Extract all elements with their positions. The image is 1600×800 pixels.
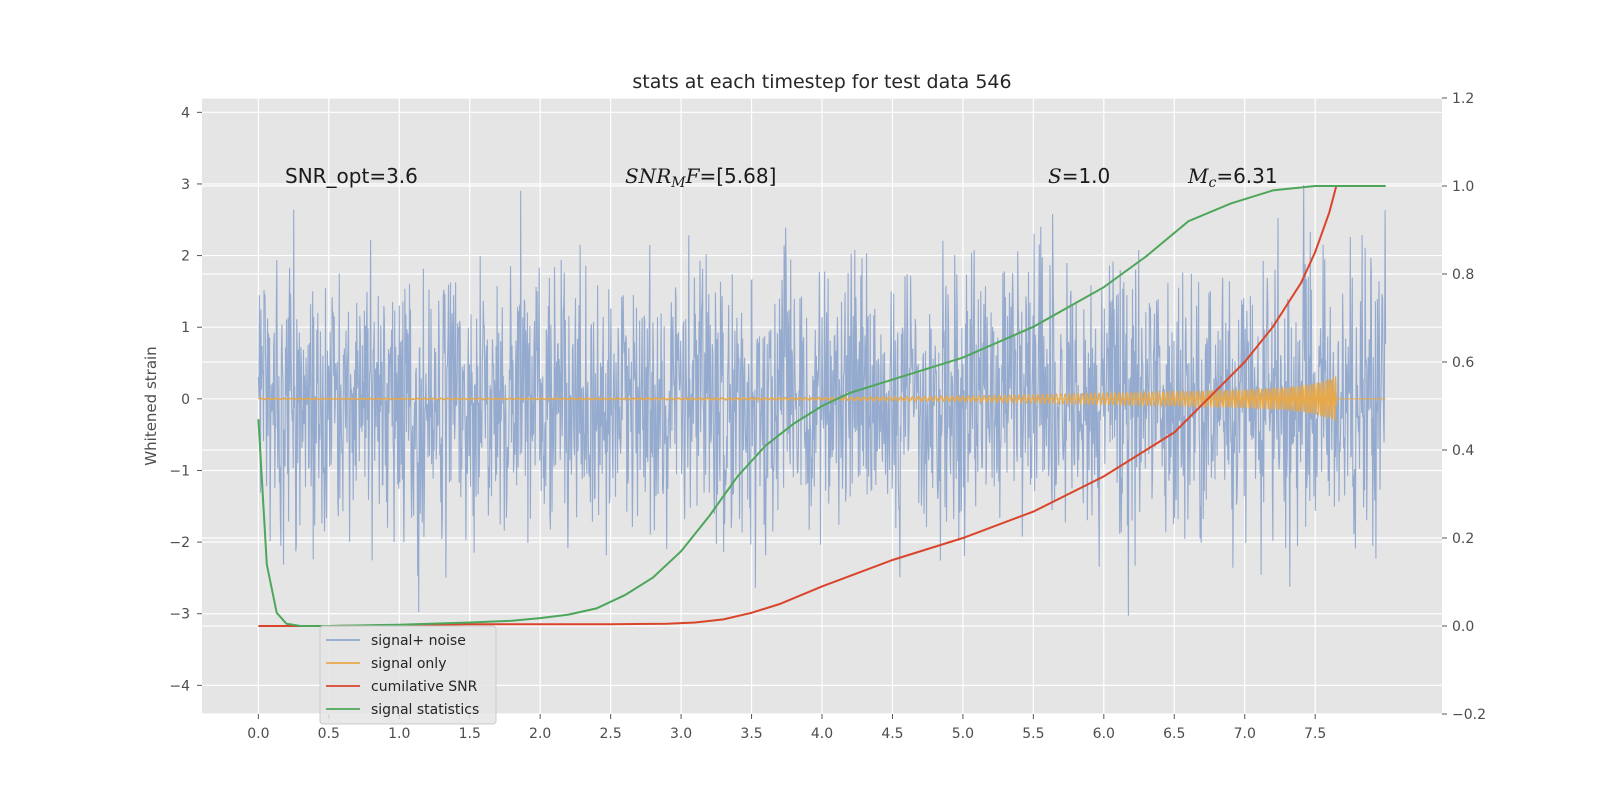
y-tick-label-left: −3: [169, 607, 190, 623]
legend: signal+ noise signal only cumilative SNR…: [319, 625, 497, 725]
legend-label-signal-statistics: signal statistics: [371, 702, 479, 718]
x-tick-label: 0.0: [247, 726, 269, 742]
y-tick-label-left: 2: [181, 249, 190, 265]
legend-box: [319, 625, 497, 725]
y-tick-label-right: 0.4: [1452, 443, 1474, 459]
annotation-snr-opt: SNR_opt=3.6: [285, 164, 418, 188]
annotation-mc-value: =6.31: [1216, 164, 1277, 188]
legend-label-signal-noise: signal+ noise: [371, 633, 466, 649]
annotation-mc-sub: c: [1208, 175, 1216, 191]
y-tick-label-right: 1.2: [1452, 91, 1474, 107]
x-tick-label: 0.5: [318, 726, 340, 742]
x-tick-label: 7.0: [1234, 726, 1256, 742]
annotation-snr-mf-sub: M: [670, 175, 686, 191]
y-tick-label-right: 1.0: [1452, 179, 1474, 195]
axis-ticks: 0.0 0.5 1.0 1.5 2.0 2.5 3.0 3.5 4.0 4.5 5.0 5.5 6.0 6…: [169, 91, 1486, 742]
y-tick-label-left: −2: [169, 535, 190, 551]
x-tick-label: 6.5: [1163, 726, 1185, 742]
x-tick-label: 1.5: [459, 726, 481, 742]
annotation-s-value: =1.0: [1062, 164, 1111, 188]
annotations: SNR_opt=3.6 SNRMF=[5.68] S=1.0 Mc=6.31: [285, 164, 1278, 191]
y-tick-label-left: −4: [169, 678, 190, 694]
x-tick-label: 5.0: [952, 726, 974, 742]
annotation-mc: Mc=6.31: [1187, 164, 1278, 191]
y-tick-label-right: −0.2: [1452, 707, 1486, 723]
annotation-s: S=1.0: [1048, 164, 1110, 188]
x-tick-label: 7.5: [1304, 726, 1326, 742]
y-tick-label-right: 0.6: [1452, 355, 1474, 371]
annotation-s-var: S: [1048, 164, 1062, 188]
y-tick-label-right: 0.0: [1452, 619, 1474, 635]
x-tick-label: 5.5: [1022, 726, 1044, 742]
x-tick-label: 1.0: [388, 726, 410, 742]
y-tick-label-left: −1: [169, 463, 190, 479]
y-tick-label-right: 0.8: [1452, 267, 1474, 283]
x-tick-label: 4.5: [881, 726, 903, 742]
chart-title: stats at each timestep for test data 546: [632, 71, 1011, 93]
y-tick-label-left: 3: [181, 177, 190, 193]
x-tick-label: 6.0: [1093, 726, 1115, 742]
y-axis-label-left: Whitened strain: [142, 346, 160, 465]
annotation-mc-var: M: [1187, 164, 1209, 188]
legend-label-signal-only: signal only: [371, 656, 446, 672]
y-tick-label-left: 0: [181, 392, 190, 408]
x-tick-label: 4.0: [811, 726, 833, 742]
annotation-snr-mf-value: =[5.68]: [700, 164, 777, 188]
annotation-snr-mf-f: F: [685, 164, 701, 188]
annotation-snr-mf: SNRMF=[5.68]: [625, 164, 776, 191]
legend-label-cumulative-snr: cumilative SNR: [371, 679, 478, 695]
annotation-snr-mf-var: SNR: [625, 164, 671, 188]
series-cumulative-snr: [258, 185, 1386, 627]
x-tick-label: 3.5: [740, 726, 762, 742]
y-tick-label-left: 4: [181, 105, 190, 121]
y-tick-label-left: 1: [181, 320, 190, 336]
x-tick-label: 3.0: [670, 726, 692, 742]
x-tick-label: 2.5: [600, 726, 622, 742]
y-tick-label-right: 0.2: [1452, 531, 1474, 547]
x-tick-label: 2.0: [529, 726, 551, 742]
